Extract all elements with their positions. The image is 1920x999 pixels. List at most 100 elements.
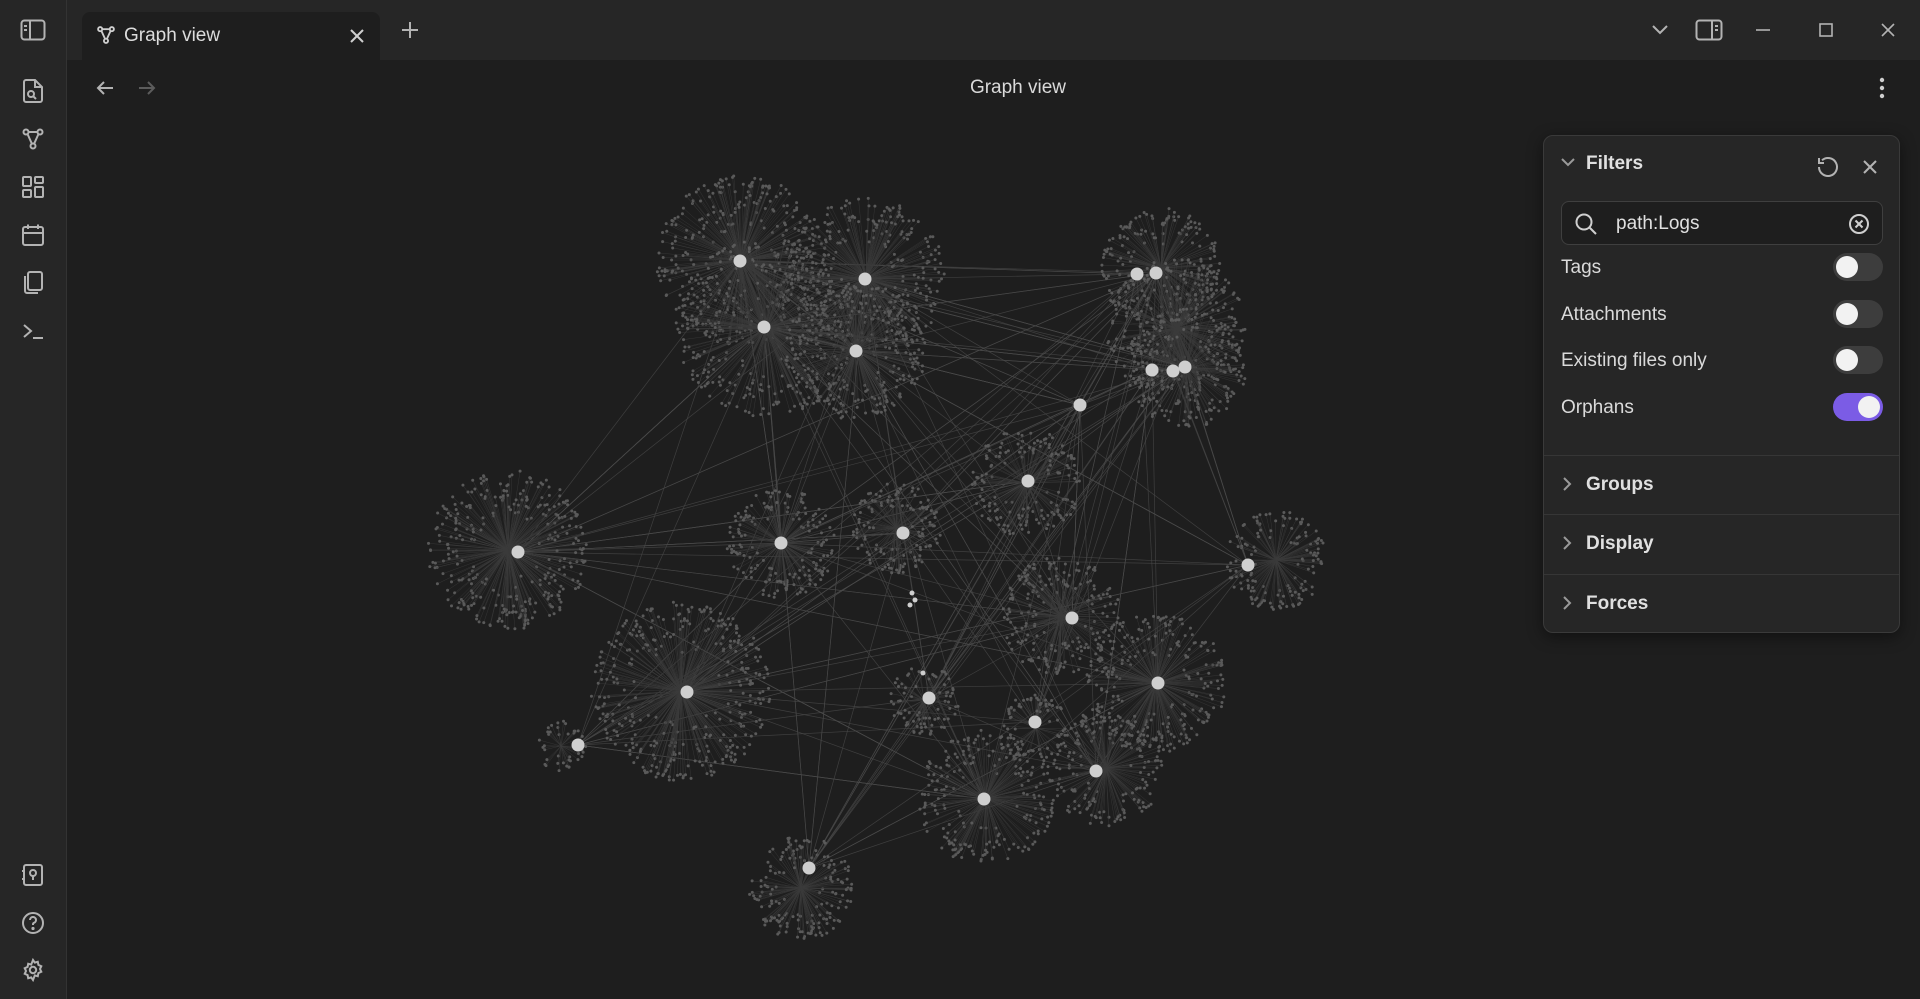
graph-leaf-node[interactable] <box>782 204 786 208</box>
graph-leaf-node[interactable] <box>808 378 812 382</box>
graph-leaf-node[interactable] <box>1194 415 1198 419</box>
graph-leaf-node[interactable] <box>895 351 899 355</box>
graph-leaf-node[interactable] <box>1205 288 1209 292</box>
graph-leaf-node[interactable] <box>906 293 910 297</box>
graph-leaf-node[interactable] <box>1189 410 1193 414</box>
graph-leaf-node[interactable] <box>1142 329 1146 333</box>
graph-leaf-node[interactable] <box>696 305 700 309</box>
graph-leaf-node[interactable] <box>720 401 724 405</box>
graph-leaf-node[interactable] <box>801 333 805 337</box>
graph-leaf-node[interactable] <box>883 388 887 392</box>
graph-leaf-node[interactable] <box>1190 270 1194 274</box>
graph-leaf-node[interactable] <box>811 243 815 247</box>
graph-leaf-node[interactable] <box>522 626 526 630</box>
graph-leaf-node[interactable] <box>1137 317 1141 321</box>
graph-leaf-node[interactable] <box>561 525 565 529</box>
graph-leaf-node[interactable] <box>833 313 837 317</box>
graph-leaf-node[interactable] <box>885 330 889 334</box>
graph-leaf-node[interactable] <box>460 501 464 505</box>
graph-leaf-node[interactable] <box>691 377 695 381</box>
graph-leaf-node[interactable] <box>696 381 700 385</box>
graph-leaf-node[interactable] <box>1195 322 1199 326</box>
graph-leaf-node[interactable] <box>1146 296 1150 300</box>
graph-leaf-node[interactable] <box>764 580 768 584</box>
graph-leaf-node[interactable] <box>834 366 838 370</box>
graph-leaf-node[interactable] <box>837 411 841 415</box>
graph-leaf-node[interactable] <box>848 201 852 205</box>
graph-leaf-node[interactable] <box>791 259 795 263</box>
graph-leaf-node[interactable] <box>810 318 814 322</box>
graph-leaf-node[interactable] <box>789 336 793 340</box>
graph-leaf-node[interactable] <box>1155 399 1159 403</box>
graph-leaf-node[interactable] <box>1194 307 1198 311</box>
graph-leaf-node[interactable] <box>1238 346 1242 350</box>
graph-leaf-node[interactable] <box>1237 370 1241 374</box>
graph-leaf-node[interactable] <box>738 543 742 547</box>
graph-leaf-node[interactable] <box>921 351 925 355</box>
graph-leaf-node[interactable] <box>1210 242 1214 246</box>
graph-leaf-node[interactable] <box>913 288 917 292</box>
graph-leaf-node[interactable] <box>768 578 772 582</box>
graph-leaf-node[interactable] <box>1128 306 1132 310</box>
graph-leaf-node[interactable] <box>1167 419 1171 423</box>
graph-leaf-node[interactable] <box>902 326 906 330</box>
graph-leaf-node[interactable] <box>898 377 902 381</box>
graph-leaf-node[interactable] <box>774 489 778 493</box>
graph-leaf-node[interactable] <box>1165 275 1169 279</box>
graph-leaf-node[interactable] <box>574 525 578 529</box>
graph-leaf-node[interactable] <box>861 398 865 402</box>
graph-leaf-node[interactable] <box>1229 370 1233 374</box>
graph-leaf-node[interactable] <box>865 229 869 233</box>
graph-leaf-node[interactable] <box>869 294 873 298</box>
graph-leaf-node[interactable] <box>1227 342 1231 346</box>
graph-leaf-node[interactable] <box>461 483 465 487</box>
graph-leaf-node[interactable] <box>882 209 886 213</box>
graph-leaf-node[interactable] <box>916 220 920 224</box>
graph-leaf-node[interactable] <box>503 624 507 628</box>
graph-leaf-node[interactable] <box>1214 377 1218 381</box>
graph-leaf-node[interactable] <box>695 374 699 378</box>
graph-leaf-node[interactable] <box>743 409 747 413</box>
graph-leaf-node[interactable] <box>1208 257 1212 261</box>
graph-leaf-node[interactable] <box>755 551 759 555</box>
graph-leaf-node[interactable] <box>1187 226 1191 230</box>
graph-leaf-node[interactable] <box>1210 335 1214 339</box>
graph-leaf-node[interactable] <box>1127 251 1131 255</box>
graph-leaf-node[interactable] <box>747 410 751 414</box>
graph-leaf-node[interactable] <box>896 258 900 262</box>
graph-leaf-node[interactable] <box>911 486 915 490</box>
graph-leaf-node[interactable] <box>1177 215 1181 219</box>
graph-leaf-node[interactable] <box>792 370 796 374</box>
graph-leaf-node[interactable] <box>699 385 703 389</box>
graph-leaf-node[interactable] <box>1185 307 1189 311</box>
graph-leaf-node[interactable] <box>754 494 758 498</box>
graph-leaf-node[interactable] <box>686 318 690 322</box>
graph-leaf-node[interactable] <box>1129 220 1133 224</box>
graph-leaf-node[interactable] <box>1140 228 1144 232</box>
graph-leaf-node[interactable] <box>1128 226 1132 230</box>
graph-leaf-node[interactable] <box>749 566 753 570</box>
graph-leaf-node[interactable] <box>1124 281 1128 285</box>
graph-leaf-node[interactable] <box>456 512 460 516</box>
graph-leaf-node[interactable] <box>842 385 846 389</box>
graph-leaf-node[interactable] <box>565 531 569 535</box>
graph-leaf-node[interactable] <box>500 619 504 623</box>
graph-leaf-node[interactable] <box>706 266 710 270</box>
graph-leaf-node[interactable] <box>689 318 693 322</box>
graph-leaf-node[interactable] <box>1233 356 1237 360</box>
graph-leaf-node[interactable] <box>808 237 812 241</box>
graph-leaf-node[interactable] <box>931 235 935 239</box>
graph-leaf-node[interactable] <box>435 582 439 586</box>
graph-leaf-node[interactable] <box>717 181 721 185</box>
graph-leaf-node[interactable] <box>671 246 675 250</box>
graph-leaf-node[interactable] <box>741 571 745 575</box>
graph-leaf-node[interactable] <box>1238 353 1242 357</box>
graph-leaf-node[interactable] <box>832 533 836 537</box>
graph-leaf-node[interactable] <box>1211 308 1215 312</box>
graph-leaf-node[interactable] <box>1208 407 1212 411</box>
graph-leaf-node[interactable] <box>929 253 933 257</box>
graph-leaf-node[interactable] <box>912 357 916 361</box>
graph-leaf-node[interactable] <box>875 309 879 313</box>
graph-leaf-node[interactable] <box>826 372 830 376</box>
graph-leaf-node[interactable] <box>1236 350 1240 354</box>
